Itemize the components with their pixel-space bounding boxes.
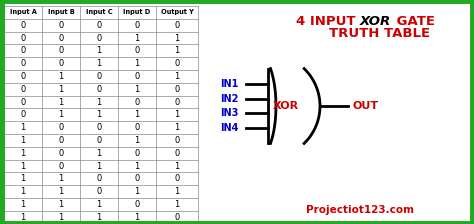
Text: 0: 0: [174, 174, 180, 183]
Text: XOR: XOR: [360, 15, 391, 28]
Text: 1: 1: [58, 213, 64, 222]
Text: 0: 0: [96, 85, 101, 94]
Text: 1: 1: [134, 187, 140, 196]
Text: Projectiot123.com: Projectiot123.com: [306, 205, 414, 215]
Text: 1: 1: [20, 213, 26, 222]
Text: 0: 0: [174, 21, 180, 30]
Text: 0: 0: [58, 59, 64, 68]
Text: 1: 1: [174, 34, 180, 43]
Text: 0: 0: [134, 46, 140, 55]
Text: 1: 1: [96, 149, 101, 158]
Text: Input B: Input B: [47, 9, 74, 15]
Text: 1: 1: [96, 59, 101, 68]
Text: 1: 1: [58, 85, 64, 94]
Text: 0: 0: [58, 149, 64, 158]
Text: 0: 0: [96, 34, 101, 43]
Text: Input D: Input D: [123, 9, 151, 15]
Text: 0: 0: [134, 149, 140, 158]
Text: 0: 0: [20, 59, 26, 68]
Text: 1: 1: [20, 187, 26, 196]
Text: 1: 1: [58, 200, 64, 209]
Text: 0: 0: [58, 46, 64, 55]
Text: 1: 1: [134, 213, 140, 222]
Text: 0: 0: [58, 123, 64, 132]
Text: 0: 0: [96, 187, 101, 196]
Text: 0: 0: [20, 110, 26, 119]
Text: 1: 1: [20, 149, 26, 158]
Text: 1: 1: [174, 187, 180, 196]
Text: 0: 0: [20, 72, 26, 81]
Text: 0: 0: [20, 21, 26, 30]
Text: 0: 0: [20, 34, 26, 43]
Text: 0: 0: [96, 174, 101, 183]
Text: 1: 1: [174, 72, 180, 81]
Text: 0: 0: [20, 85, 26, 94]
Text: 1: 1: [58, 187, 64, 196]
Text: 1: 1: [20, 162, 26, 170]
Text: 1: 1: [134, 34, 140, 43]
Text: XOR: XOR: [273, 101, 299, 111]
Text: 0: 0: [134, 123, 140, 132]
Text: 1: 1: [134, 85, 140, 94]
Text: Input A: Input A: [9, 9, 36, 15]
Text: 0: 0: [134, 72, 140, 81]
Text: 1: 1: [58, 110, 64, 119]
Text: 1: 1: [96, 200, 101, 209]
Text: 0: 0: [20, 46, 26, 55]
Text: GATE: GATE: [392, 15, 435, 28]
Text: 0: 0: [174, 85, 180, 94]
Text: 0: 0: [58, 136, 64, 145]
Text: 0: 0: [58, 34, 64, 43]
Text: 1: 1: [96, 162, 101, 170]
Text: 0: 0: [174, 97, 180, 106]
Text: 1: 1: [174, 162, 180, 170]
Text: 0: 0: [134, 21, 140, 30]
Text: 1: 1: [134, 162, 140, 170]
Text: 0: 0: [174, 136, 180, 145]
Text: 0: 0: [96, 21, 101, 30]
Text: 0: 0: [134, 200, 140, 209]
Text: 0: 0: [174, 149, 180, 158]
Text: 1: 1: [20, 123, 26, 132]
Text: 1: 1: [174, 123, 180, 132]
Text: 0: 0: [96, 136, 101, 145]
Text: 1: 1: [96, 110, 101, 119]
Text: 0: 0: [20, 97, 26, 106]
Text: IN1: IN1: [220, 79, 238, 88]
Text: 0: 0: [134, 97, 140, 106]
Text: 0: 0: [134, 174, 140, 183]
Text: IN4: IN4: [220, 123, 238, 134]
Text: 4 INPUT: 4 INPUT: [296, 15, 360, 28]
Text: 1: 1: [174, 110, 180, 119]
Text: 1: 1: [96, 213, 101, 222]
Text: 1: 1: [134, 59, 140, 68]
Text: 0: 0: [174, 213, 180, 222]
Text: IN2: IN2: [220, 93, 238, 103]
Text: 1: 1: [134, 136, 140, 145]
Text: 1: 1: [58, 174, 64, 183]
Text: 1: 1: [174, 46, 180, 55]
Text: 1: 1: [134, 110, 140, 119]
Text: 1: 1: [58, 72, 64, 81]
Text: OUT: OUT: [353, 101, 379, 111]
Text: 0: 0: [96, 72, 101, 81]
Text: 1: 1: [96, 97, 101, 106]
Text: 1: 1: [20, 174, 26, 183]
Text: 1: 1: [58, 97, 64, 106]
Text: 1: 1: [20, 136, 26, 145]
Text: TRUTH TABLE: TRUTH TABLE: [329, 26, 430, 39]
Text: 0: 0: [174, 59, 180, 68]
Text: Output Y: Output Y: [161, 9, 193, 15]
Text: IN3: IN3: [220, 108, 238, 118]
Text: 1: 1: [96, 46, 101, 55]
Text: 0: 0: [58, 162, 64, 170]
Text: 1: 1: [20, 200, 26, 209]
Text: 0: 0: [58, 21, 64, 30]
Text: 1: 1: [174, 200, 180, 209]
Text: 0: 0: [96, 123, 101, 132]
Text: Input C: Input C: [86, 9, 112, 15]
